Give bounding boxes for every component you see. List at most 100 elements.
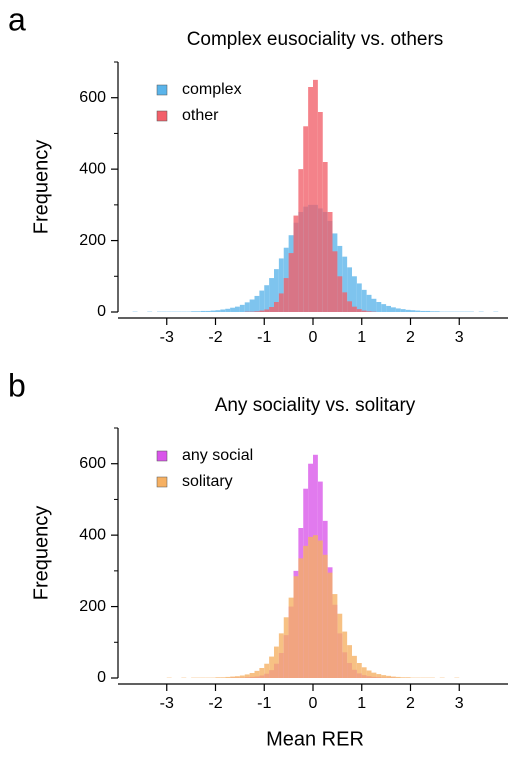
histogram-bar bbox=[376, 674, 382, 678]
histogram-bar bbox=[337, 276, 343, 312]
histogram-bar bbox=[308, 87, 313, 312]
histogram-bar bbox=[303, 545, 309, 678]
x-tick-label: 2 bbox=[406, 329, 415, 346]
histogram-bar bbox=[425, 310, 430, 312]
histogram-bar bbox=[322, 554, 328, 678]
histogram-bar bbox=[283, 278, 289, 312]
histogram-bar bbox=[215, 310, 221, 312]
histogram-bar bbox=[215, 677, 221, 678]
histogram-bar bbox=[244, 674, 250, 678]
histogram-bar bbox=[293, 576, 299, 678]
histogram-bar bbox=[342, 292, 348, 312]
x-tick-label: 0 bbox=[309, 329, 318, 346]
x-tick-label: 1 bbox=[357, 695, 366, 712]
histogram-bar bbox=[327, 212, 333, 312]
histogram-bar bbox=[230, 307, 235, 312]
histogram-bar bbox=[405, 309, 411, 312]
histogram-bar bbox=[366, 294, 372, 312]
legend-swatch bbox=[156, 110, 168, 122]
y-tick-label: 0 bbox=[97, 669, 106, 686]
histogram-bar bbox=[278, 633, 284, 678]
histogram-bar bbox=[254, 670, 260, 678]
histogram-bar bbox=[298, 558, 304, 678]
y-axis-label: Frequency bbox=[30, 140, 52, 235]
legend-label: any social bbox=[182, 447, 253, 464]
histogram-bar bbox=[376, 302, 382, 312]
x-tick-label: -3 bbox=[160, 695, 174, 712]
histogram-bar bbox=[347, 267, 352, 312]
histogram-bar bbox=[269, 656, 274, 678]
histogram-bar bbox=[337, 613, 343, 678]
chart-title: Complex eusociality vs. others bbox=[187, 29, 444, 50]
histogram-bar bbox=[274, 302, 279, 312]
histogram-bar bbox=[391, 307, 396, 312]
histogram-bar bbox=[264, 285, 270, 312]
histogram-bar bbox=[244, 302, 250, 312]
y-tick-label: 400 bbox=[79, 526, 106, 543]
histogram-bar bbox=[352, 276, 357, 312]
histogram-bar bbox=[249, 299, 255, 312]
histogram-bar bbox=[220, 677, 226, 678]
histogram-bar bbox=[278, 258, 284, 312]
histogram-bar bbox=[356, 663, 362, 678]
histogram-bar bbox=[381, 304, 387, 312]
histogram-bar bbox=[415, 310, 421, 312]
histogram-bar bbox=[264, 309, 270, 312]
legend-label: complex bbox=[182, 81, 242, 98]
histogram-bar bbox=[235, 676, 240, 678]
x-tick-label: -2 bbox=[208, 695, 222, 712]
histogram-bar bbox=[313, 79, 318, 312]
histogram-bar bbox=[395, 676, 401, 678]
histogram-bar bbox=[400, 309, 406, 312]
histogram-bar bbox=[361, 289, 367, 312]
histogram-bar bbox=[225, 676, 231, 678]
histogram-bar bbox=[254, 311, 260, 312]
histogram-bar bbox=[269, 278, 274, 312]
histogram-bar bbox=[254, 295, 260, 312]
y-tick-label: 400 bbox=[79, 160, 106, 177]
histogram-bar bbox=[259, 290, 265, 312]
histogram-series bbox=[166, 535, 460, 678]
legend-label: solitary bbox=[182, 473, 233, 490]
histogram-bar bbox=[434, 311, 440, 312]
histogram-bar bbox=[371, 672, 377, 678]
histogram-bar bbox=[317, 540, 323, 678]
histogram-bar bbox=[342, 631, 348, 678]
histogram-bar bbox=[220, 309, 226, 312]
histogram-bar bbox=[239, 675, 245, 678]
histogram-bar bbox=[293, 215, 299, 312]
histogram-bar bbox=[386, 675, 391, 678]
histogram-bar bbox=[366, 670, 372, 678]
x-tick-label: 3 bbox=[455, 329, 464, 346]
histogram-bar bbox=[410, 310, 416, 312]
histogram-bar bbox=[366, 311, 372, 312]
histogram-bar bbox=[347, 645, 352, 678]
histogram-bar bbox=[322, 162, 328, 312]
histogram-bar bbox=[371, 298, 377, 312]
histogram-bar bbox=[303, 126, 309, 313]
histogram-bar bbox=[278, 293, 284, 312]
histogram-bar bbox=[200, 310, 206, 312]
legend-swatch bbox=[156, 476, 168, 488]
histogram-bar bbox=[356, 283, 362, 312]
histogram-bar bbox=[274, 269, 279, 312]
histogram-bar bbox=[235, 306, 240, 312]
histogram-bar bbox=[210, 310, 216, 312]
x-tick-label: -3 bbox=[160, 329, 174, 346]
chart-title: Any sociality vs. solitary bbox=[215, 395, 416, 416]
histogram-bar bbox=[347, 301, 352, 312]
histogram-bar bbox=[298, 169, 304, 312]
x-tick-label: 3 bbox=[455, 695, 464, 712]
histogram-bar bbox=[361, 310, 367, 312]
histogram-bar bbox=[249, 673, 255, 678]
y-tick-label: 600 bbox=[79, 89, 106, 106]
histogram-bar bbox=[288, 253, 294, 312]
histogram-bar bbox=[283, 617, 289, 678]
histogram-bar bbox=[332, 251, 338, 312]
histogram-bar bbox=[327, 572, 333, 678]
histogram-bar bbox=[395, 308, 401, 312]
x-tick-label: -2 bbox=[208, 329, 222, 346]
histogram-bar bbox=[196, 311, 201, 312]
